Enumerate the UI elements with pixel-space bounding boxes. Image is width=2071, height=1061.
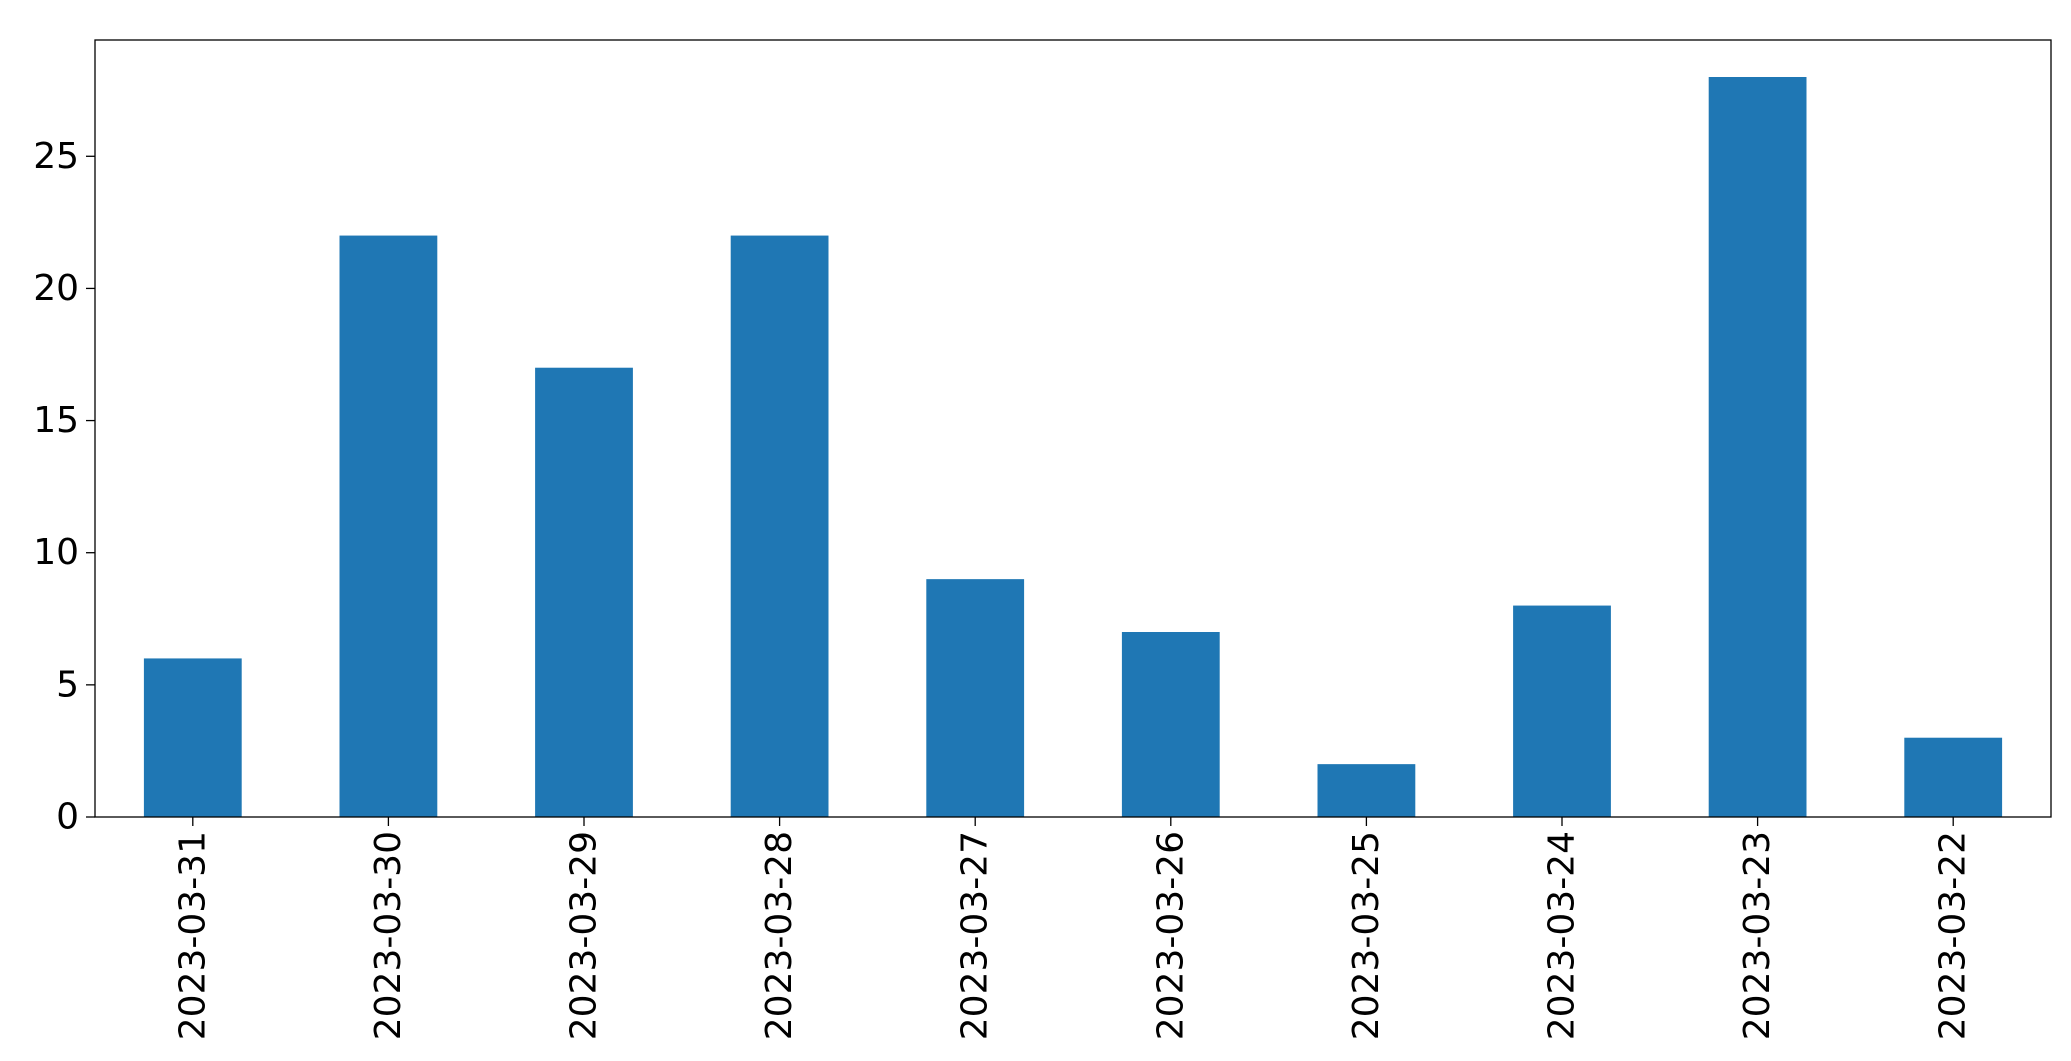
x-tick-label: 2023-03-30 xyxy=(368,831,409,1040)
bar xyxy=(1904,737,2003,817)
axes-frame xyxy=(94,39,2052,818)
bar xyxy=(1708,77,1807,817)
x-tick-label: 2023-03-23 xyxy=(1737,831,1778,1040)
y-tick-label: 10 xyxy=(33,532,79,573)
y-tick-label: 25 xyxy=(33,136,79,177)
y-tick-label: 15 xyxy=(33,400,79,441)
y-tick-label: 0 xyxy=(56,797,79,838)
x-tick-label: 2023-03-26 xyxy=(1150,831,1191,1040)
y-tick-label: 20 xyxy=(33,268,79,309)
bar xyxy=(1513,605,1611,817)
x-tick-label: 2023-03-25 xyxy=(1346,831,1387,1040)
bar xyxy=(1317,764,1416,817)
bar xyxy=(1121,632,1220,817)
bar xyxy=(926,579,1025,817)
x-tick-label: 2023-03-31 xyxy=(172,831,213,1040)
y-tick-label: 5 xyxy=(56,664,79,705)
x-tick-label: 2023-03-29 xyxy=(564,831,605,1040)
bar xyxy=(535,367,633,817)
bar xyxy=(730,235,829,818)
x-tick-label: 2023-03-28 xyxy=(759,831,800,1040)
bar xyxy=(339,235,438,818)
x-tick-label: 2023-03-22 xyxy=(1933,831,1974,1040)
x-tick-label: 2023-03-27 xyxy=(955,831,996,1040)
x-tick-label: 2023-03-24 xyxy=(1542,831,1583,1040)
plot-area xyxy=(143,77,2003,818)
bar xyxy=(143,658,242,817)
